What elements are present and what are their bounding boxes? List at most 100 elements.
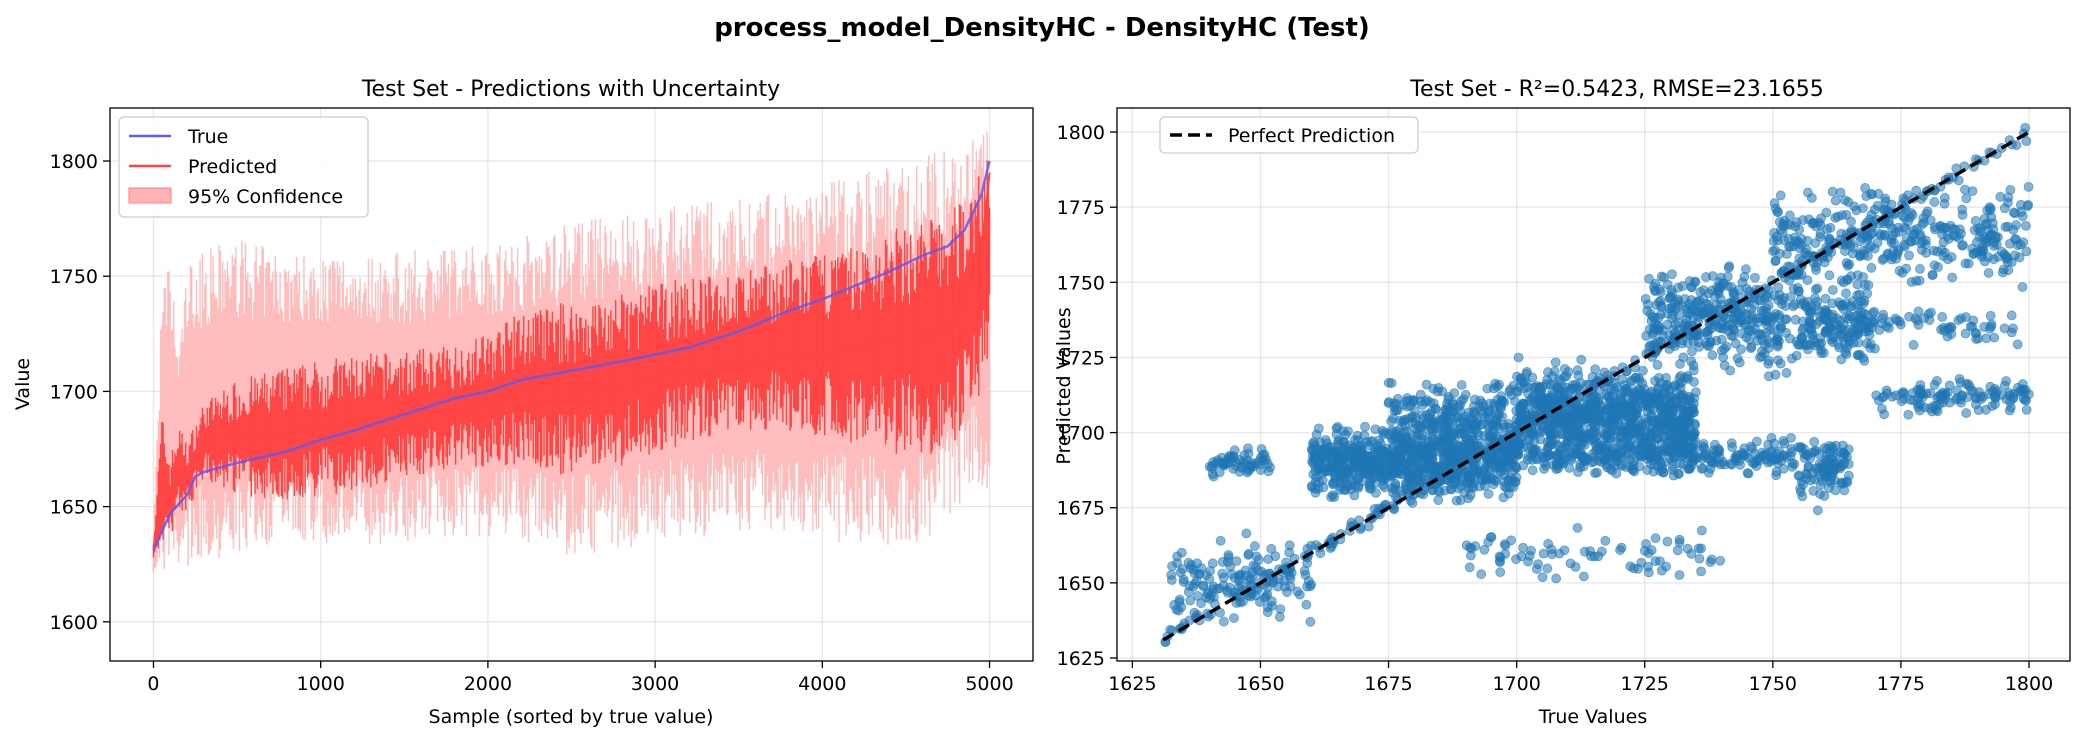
scatter-point <box>1503 488 1514 499</box>
scatter-point <box>1192 558 1202 569</box>
scatter-point <box>2000 222 2011 232</box>
scatter-point <box>1905 212 1915 223</box>
predicted-line <box>152 172 991 549</box>
scatter-point <box>1198 580 1209 591</box>
scatter-point <box>1604 391 1614 402</box>
scatter-point <box>1865 241 1876 252</box>
scatter-point <box>1696 463 1707 474</box>
scatter-point <box>1387 427 1398 438</box>
scatter-point <box>1769 198 1780 209</box>
scatter-point <box>1490 378 1501 389</box>
scatter-point <box>1352 462 1363 473</box>
scatter-point <box>1678 352 1689 363</box>
scatter-point <box>1739 319 1750 330</box>
scatter-point <box>1661 380 1672 391</box>
scatter-point <box>1939 192 1950 203</box>
scatter-point <box>1808 485 1819 496</box>
scatter-point <box>1202 588 1212 599</box>
scatter-point <box>1634 461 1645 472</box>
scatter-point <box>1673 468 1684 479</box>
scatter-point <box>1801 340 1812 351</box>
scatter-point <box>1999 380 2010 391</box>
scatter-point <box>1987 218 1998 229</box>
scatter-point <box>1982 205 1993 216</box>
scatter-point <box>1791 217 1802 228</box>
scatter-point <box>1336 445 1346 456</box>
scatter-point <box>1944 397 1955 408</box>
scatter-point <box>1339 466 1350 477</box>
scatter-point <box>1841 312 1852 323</box>
scatter-point <box>1785 291 1796 302</box>
scatter-point <box>1701 272 1711 282</box>
scatter-point <box>1655 412 1666 423</box>
scatter-point <box>1386 416 1397 427</box>
scatter-point <box>1305 581 1316 592</box>
scatter-point <box>1907 388 1918 398</box>
scatter-point <box>1206 462 1217 473</box>
scatter-point <box>1465 490 1476 501</box>
scatter-point <box>1266 543 1277 554</box>
scatter-point <box>1217 568 1228 579</box>
scatter-point <box>1557 456 1568 467</box>
scatter-point <box>1832 211 1843 222</box>
scatter-point <box>1254 597 1265 607</box>
left-x-tick-label: 1000 <box>297 673 345 695</box>
scatter-point <box>1241 528 1252 539</box>
scatter-point <box>1687 346 1697 357</box>
scatter-point <box>1961 408 1972 418</box>
scatter-point <box>1980 234 1990 245</box>
scatter-point <box>1231 556 1242 567</box>
scatter-point <box>1682 371 1693 381</box>
scatter-point <box>1248 560 1259 571</box>
scatter-point <box>1467 431 1478 442</box>
left-x-tick-label: 3000 <box>631 673 679 695</box>
scatter-point <box>1772 207 1783 217</box>
scatter-point <box>1947 272 1958 283</box>
scatter-point <box>1987 401 1997 411</box>
scatter-point <box>1893 222 1903 233</box>
scatter-point <box>1689 398 1699 409</box>
scatter-point <box>1969 248 1980 259</box>
scatter-point <box>1992 386 2002 397</box>
scatter-point <box>1292 586 1303 597</box>
scatter-point <box>1688 430 1699 441</box>
scatter-point <box>1786 443 1797 454</box>
scatter-point <box>1667 309 1678 320</box>
scatter-point <box>1445 484 1456 495</box>
scatter-point <box>1763 355 1774 366</box>
scatter-point <box>1956 397 1967 408</box>
scatter-point <box>1218 616 1229 627</box>
scatter-point <box>1326 492 1336 502</box>
scatter-point <box>1596 400 1606 411</box>
scatter-point <box>1648 281 1659 292</box>
scatter-point <box>1483 488 1494 499</box>
scatter-point <box>2010 208 2020 219</box>
scatter-point <box>1827 186 1838 197</box>
scatter-point <box>1922 206 1933 217</box>
scatter-point <box>1310 440 1320 451</box>
scatter-point <box>1723 262 1734 273</box>
legend-confidence-label: 95% Confidence <box>188 186 343 208</box>
scatter-point <box>1757 335 1768 346</box>
scatter-point <box>1601 418 1611 429</box>
scatter-point <box>1623 448 1633 459</box>
scatter-point <box>1403 413 1414 424</box>
scatter-point <box>1626 417 1637 428</box>
scatter-point <box>1835 300 1846 310</box>
scatter-point <box>1797 491 1808 502</box>
scatter-point <box>1801 301 1812 312</box>
scatter-point <box>1433 495 1444 505</box>
scatter-point <box>2012 240 2023 251</box>
scatter-point <box>1447 397 1458 408</box>
scatter-point <box>1603 438 1614 449</box>
scatter-point <box>1936 244 1947 255</box>
scatter-point <box>1911 276 1922 286</box>
left-legend: True Predicted 95% Confidence <box>118 116 369 218</box>
scatter-point <box>1840 195 1850 206</box>
true-value-line <box>152 160 991 551</box>
scatter-point <box>1463 472 1474 483</box>
scatter-point <box>1983 268 1994 278</box>
scatter-point <box>1716 334 1727 345</box>
scatter-point <box>1698 438 1709 449</box>
scatter-point <box>1866 262 1877 273</box>
